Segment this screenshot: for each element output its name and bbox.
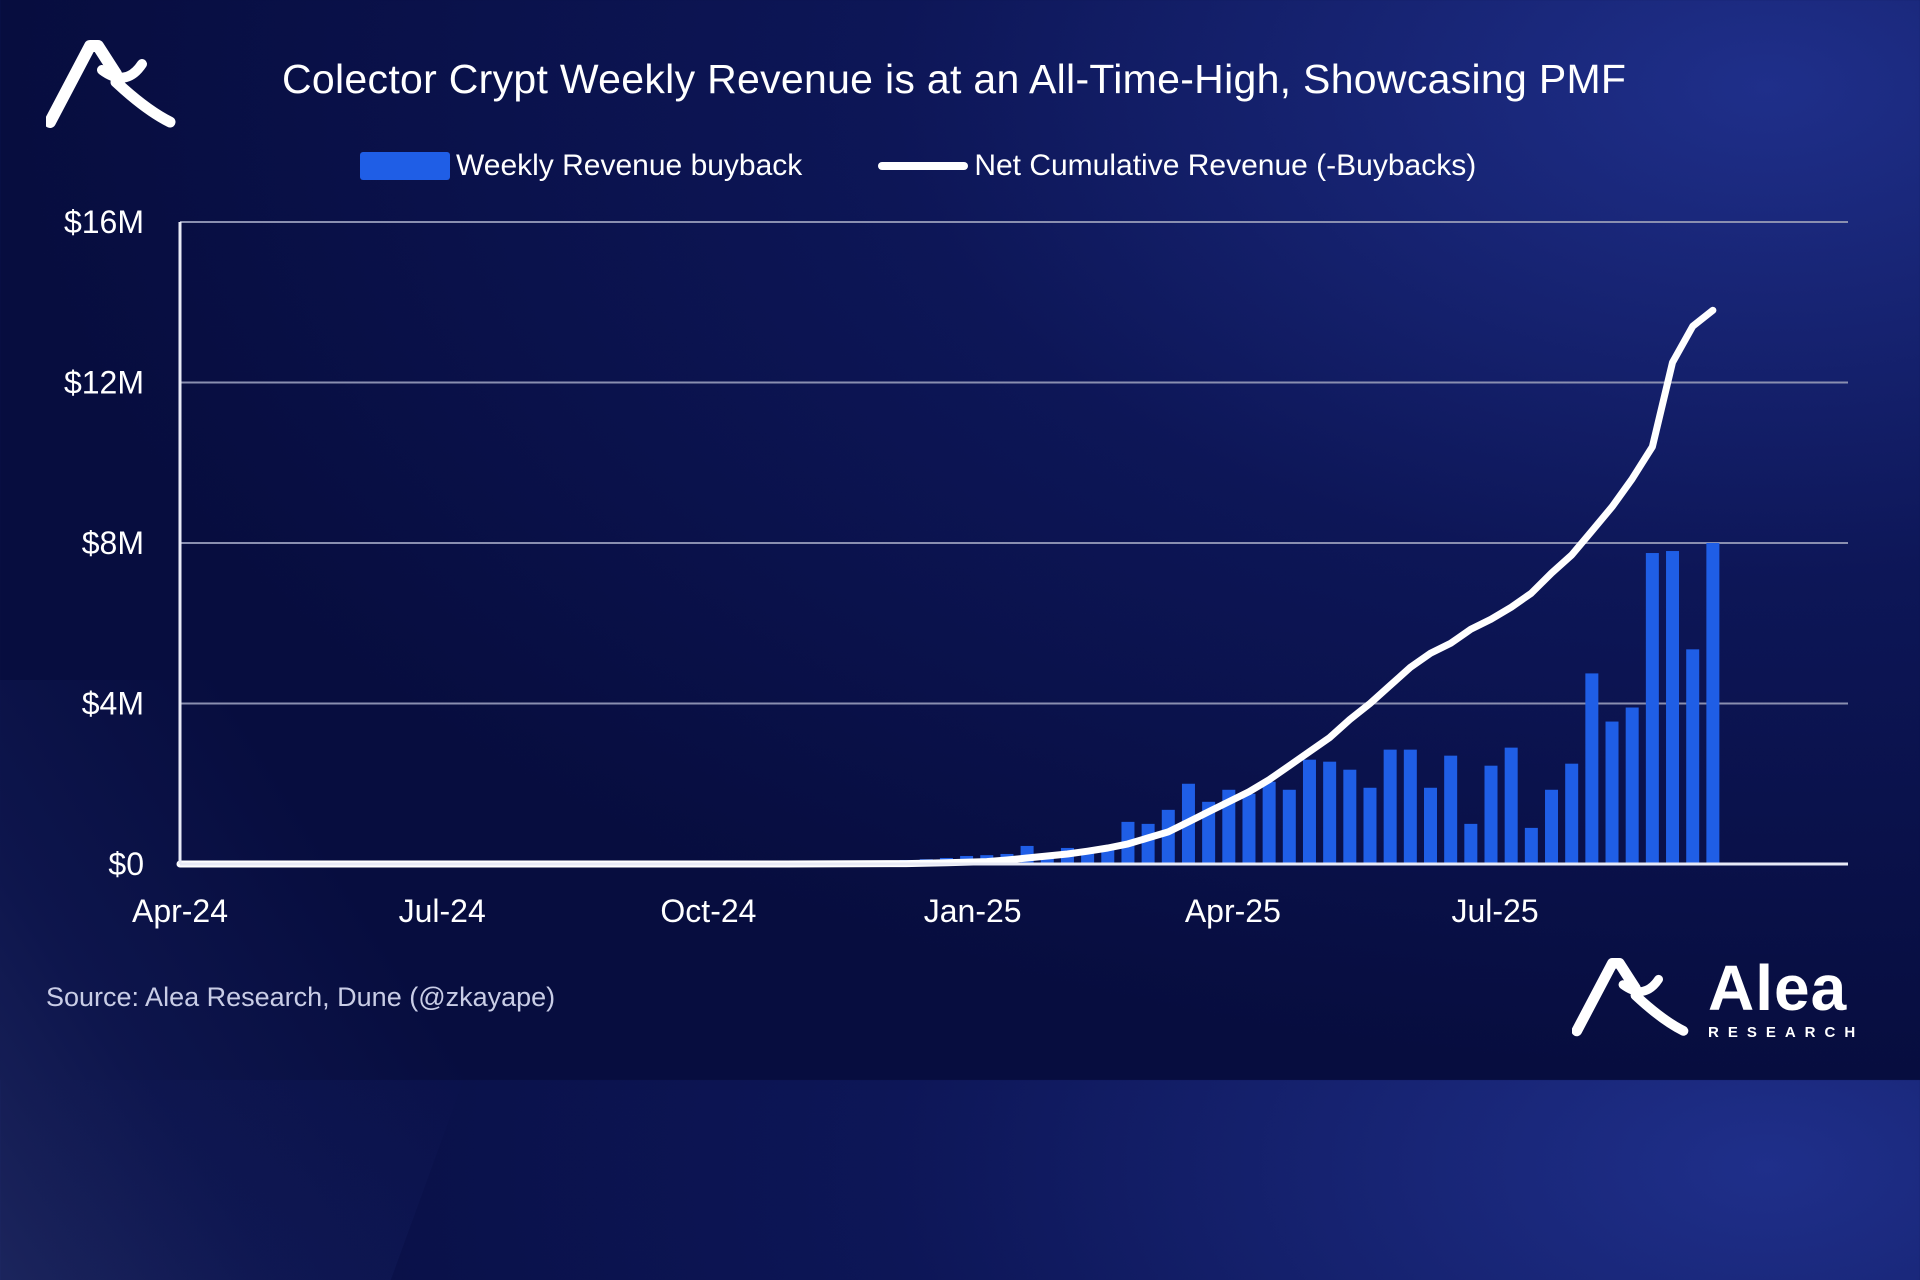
- revenue-bar: [1666, 551, 1680, 864]
- alea-logo-icon: [44, 40, 176, 135]
- revenue-bar: [1242, 793, 1256, 864]
- revenue-bar: [1585, 673, 1599, 864]
- legend-item-bars: Weekly Revenue buyback: [360, 149, 802, 183]
- x-tick-label: Oct-24: [660, 893, 756, 929]
- revenue-bar: [1222, 789, 1236, 864]
- revenue-bar: [1545, 789, 1559, 864]
- y-tick-label: $0: [108, 846, 144, 882]
- legend-label-bars: Weekly Revenue buyback: [456, 149, 803, 182]
- revenue-bar: [1605, 721, 1619, 864]
- chart-legend: Weekly Revenue buyback Net Cumulative Re…: [360, 146, 1552, 186]
- x-tick-label: Jul-25: [1451, 893, 1538, 929]
- y-tick-label: $4M: [82, 686, 144, 722]
- revenue-bar: [1282, 789, 1296, 864]
- revenue-bar: [1202, 801, 1216, 864]
- x-tick-label: Apr-24: [132, 893, 228, 929]
- source-note: Source: Alea Research, Dune (@zkayape): [46, 982, 556, 1012]
- revenue-bar: [1524, 827, 1538, 864]
- revenue-bar: [1504, 747, 1518, 864]
- revenue-bar: [1444, 755, 1458, 864]
- x-tick-label: Jul-24: [399, 893, 486, 929]
- axis-layer: $0 $4M $8M $12M $16M Apr-24 Jul-24 Oct-24 Jan-25…: [64, 204, 1848, 929]
- chart-title: Colector Crypt Weekly Revenue is at an A…: [282, 56, 1627, 102]
- revenue-bar: [1403, 749, 1417, 864]
- x-tick-label: Apr-25: [1185, 893, 1281, 929]
- revenue-bar: [1464, 823, 1478, 864]
- revenue-bar: [1706, 543, 1720, 864]
- revenue-bar: [1161, 809, 1175, 864]
- revenue-bar: [1625, 707, 1639, 864]
- revenue-bar: [1423, 787, 1437, 864]
- revenue-bar: [1343, 769, 1357, 864]
- brand-text: Alea RESEARCH: [1708, 952, 1865, 1041]
- alea-brand-icon: [1572, 958, 1689, 1037]
- revenue-bar: [1645, 553, 1659, 864]
- revenue-bar: [1383, 749, 1397, 864]
- legend-line-swatch: [878, 162, 969, 170]
- revenue-bar: [1141, 823, 1155, 864]
- revenue-bar: [1363, 787, 1377, 864]
- brand-subtitle: RESEARCH: [1708, 1024, 1865, 1041]
- revenue-bar: [1323, 761, 1337, 864]
- line-layer: [176, 306, 1717, 868]
- revenue-bar: [1565, 763, 1579, 864]
- legend-bar-swatch: [360, 152, 450, 180]
- revenue-bar: [1484, 765, 1498, 864]
- revenue-bar: [1262, 781, 1276, 864]
- brand-name: Alea: [1708, 952, 1848, 1024]
- legend-item-line: Net Cumulative Revenue (-Buybacks): [878, 149, 1476, 183]
- grid-layer: [180, 221, 1848, 705]
- revenue-bar: [1040, 855, 1054, 864]
- y-tick-label: $8M: [82, 525, 144, 561]
- revenue-chart: $0 $4M $8M $12M $16M Apr-24 Jul-24 Oct-24 Jan-25…: [64, 204, 1848, 929]
- y-tick-label: $16M: [64, 204, 144, 240]
- y-tick-label: $12M: [64, 365, 144, 401]
- revenue-bar: [1686, 649, 1700, 864]
- cumulative-revenue-line: [176, 306, 1717, 868]
- revenue-bar: [1302, 759, 1316, 864]
- brand-lockup: Alea RESEARCH: [1572, 952, 1865, 1041]
- x-tick-label: Jan-25: [924, 893, 1022, 929]
- legend-label-line: Net Cumulative Revenue (-Buybacks): [974, 149, 1477, 182]
